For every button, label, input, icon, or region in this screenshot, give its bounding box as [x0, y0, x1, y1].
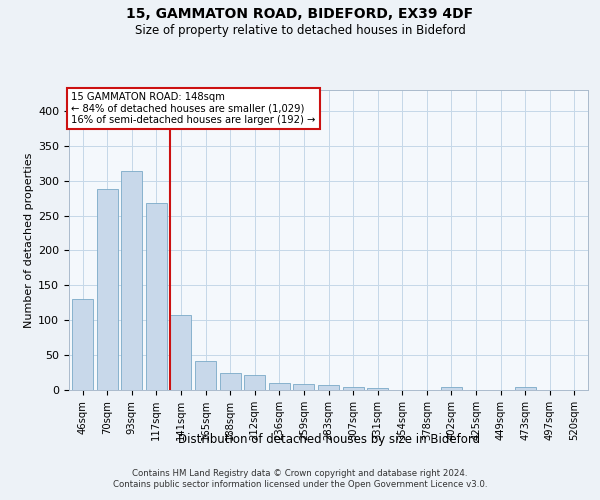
- Bar: [367, 388, 388, 390]
- Bar: [269, 383, 290, 390]
- Bar: [343, 386, 364, 390]
- Text: Distribution of detached houses by size in Bideford: Distribution of detached houses by size …: [178, 432, 480, 446]
- Text: 15, GAMMATON ROAD, BIDEFORD, EX39 4DF: 15, GAMMATON ROAD, BIDEFORD, EX39 4DF: [127, 8, 473, 22]
- Bar: [195, 360, 216, 390]
- Bar: [121, 171, 142, 390]
- Bar: [72, 300, 93, 390]
- Bar: [293, 384, 314, 390]
- Bar: [515, 387, 536, 390]
- Bar: [146, 203, 167, 390]
- Text: Contains HM Land Registry data © Crown copyright and database right 2024.: Contains HM Land Registry data © Crown c…: [132, 469, 468, 478]
- Bar: [244, 374, 265, 390]
- Bar: [170, 314, 191, 390]
- Text: Size of property relative to detached houses in Bideford: Size of property relative to detached ho…: [134, 24, 466, 37]
- Bar: [441, 387, 462, 390]
- Bar: [97, 189, 118, 390]
- Text: 15 GAMMATON ROAD: 148sqm
← 84% of detached houses are smaller (1,029)
16% of sem: 15 GAMMATON ROAD: 148sqm ← 84% of detach…: [71, 92, 316, 126]
- Bar: [318, 385, 339, 390]
- Y-axis label: Number of detached properties: Number of detached properties: [24, 152, 34, 328]
- Bar: [220, 372, 241, 390]
- Text: Contains public sector information licensed under the Open Government Licence v3: Contains public sector information licen…: [113, 480, 487, 489]
